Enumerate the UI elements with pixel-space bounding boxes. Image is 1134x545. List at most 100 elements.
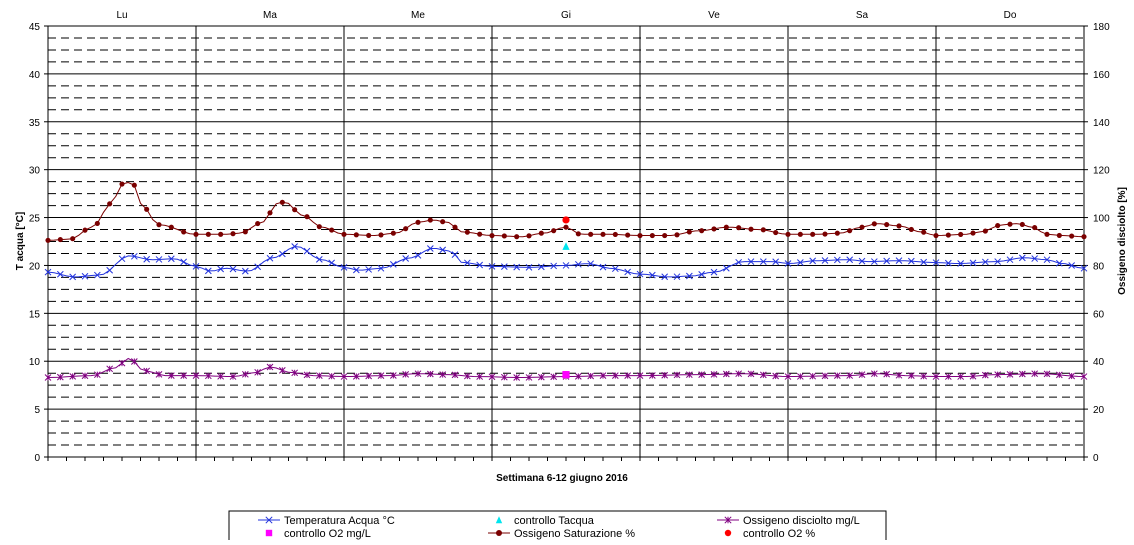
data-point (982, 228, 988, 234)
data-point (377, 264, 385, 272)
data-point (291, 369, 299, 377)
data-point (513, 374, 521, 381)
data-point (488, 263, 496, 270)
data-point (599, 372, 607, 380)
data-point (809, 372, 817, 380)
data-point (377, 372, 385, 380)
data-point (784, 373, 792, 380)
legend-marker (724, 516, 732, 524)
marker-stroke (402, 255, 410, 262)
marker-stroke (180, 258, 188, 266)
data-point (463, 259, 471, 267)
data-point (426, 370, 434, 378)
data-point (710, 371, 718, 378)
data-point (1056, 232, 1062, 238)
marker-stroke (969, 259, 977, 267)
data-point (155, 256, 163, 263)
data-point (130, 252, 138, 260)
legend-label: controllo O2 mg/L (284, 528, 371, 540)
data-point (204, 372, 212, 380)
data-point (759, 258, 767, 265)
data-point (710, 268, 718, 276)
data-point (464, 229, 470, 235)
data-point (501, 233, 507, 239)
data-point (932, 259, 940, 266)
legend-item-saturazione: Ossigeno Saturazione % (488, 528, 635, 540)
marker-stroke (513, 263, 521, 271)
data-point (735, 370, 743, 378)
data-point (895, 257, 903, 265)
data-point (1018, 370, 1026, 378)
legend-marker (265, 529, 273, 537)
y-left-tick-label: 5 (34, 405, 40, 416)
data-point (254, 263, 262, 271)
marker-stroke (735, 258, 743, 266)
data-point (107, 201, 113, 207)
marker-stroke (439, 246, 447, 254)
data-point (907, 257, 915, 265)
data-point (168, 224, 174, 230)
legend-item-controllo_o2_pct: controllo O2 % (724, 528, 815, 540)
y-axis-left-title: T acqua [°C] (15, 212, 26, 270)
data-point (674, 232, 680, 238)
y-left-tick-label: 30 (29, 166, 41, 177)
day-label-gi: Gi (561, 10, 571, 21)
data-point (846, 256, 854, 264)
marker-stroke (1055, 259, 1063, 267)
data-point (834, 230, 840, 236)
data-point (514, 234, 520, 240)
y-right-tick-label: 0 (1093, 453, 1099, 464)
data-point (525, 264, 533, 271)
data-point (366, 232, 372, 238)
marker-stroke (426, 245, 434, 252)
marker-stroke (254, 263, 262, 271)
legend-marker (265, 516, 273, 524)
data-point (477, 231, 483, 237)
data-point (328, 372, 336, 380)
marker-stroke (624, 268, 632, 276)
data-point (611, 265, 619, 273)
marker-stroke (44, 268, 52, 276)
marker-stroke (167, 255, 175, 263)
day-label-lu: Lu (116, 10, 127, 21)
data-point (772, 372, 780, 380)
data-point (957, 260, 965, 267)
data-point (365, 372, 373, 380)
data-point (994, 258, 1002, 265)
series-controllo_o2_mgl (562, 371, 570, 379)
data-point (685, 371, 693, 379)
data-point (389, 261, 397, 268)
data-point (538, 230, 544, 236)
data-point (340, 373, 348, 380)
marker-stroke (920, 258, 928, 266)
marker-stroke (1006, 256, 1014, 264)
data-point (698, 371, 706, 378)
data-point (883, 257, 891, 265)
data-point (106, 266, 114, 274)
data-point (378, 232, 384, 238)
data-point (736, 225, 742, 231)
data-point (1069, 233, 1075, 239)
day-label-sa: Sa (856, 10, 869, 21)
data-point (352, 373, 360, 380)
data-point (340, 264, 348, 271)
x-axis-title: Settimana 6-12 giugno 2016 (496, 473, 628, 484)
data-point (944, 259, 952, 267)
data-point (167, 255, 175, 263)
data-point (611, 372, 619, 379)
marker-stroke (747, 258, 755, 265)
data-point (550, 373, 558, 381)
y-right-tick-label: 180 (1093, 22, 1110, 33)
data-point (958, 231, 964, 237)
data-point (588, 231, 594, 237)
data-point (131, 182, 137, 188)
data-point (278, 366, 286, 374)
data-point (193, 231, 199, 237)
marker-stroke (143, 255, 151, 263)
data-point (365, 266, 373, 273)
data-point (44, 268, 52, 276)
data-point (796, 373, 804, 380)
data-point (550, 262, 558, 270)
data-point (612, 231, 618, 237)
y-right-tick-label: 100 (1093, 214, 1110, 225)
